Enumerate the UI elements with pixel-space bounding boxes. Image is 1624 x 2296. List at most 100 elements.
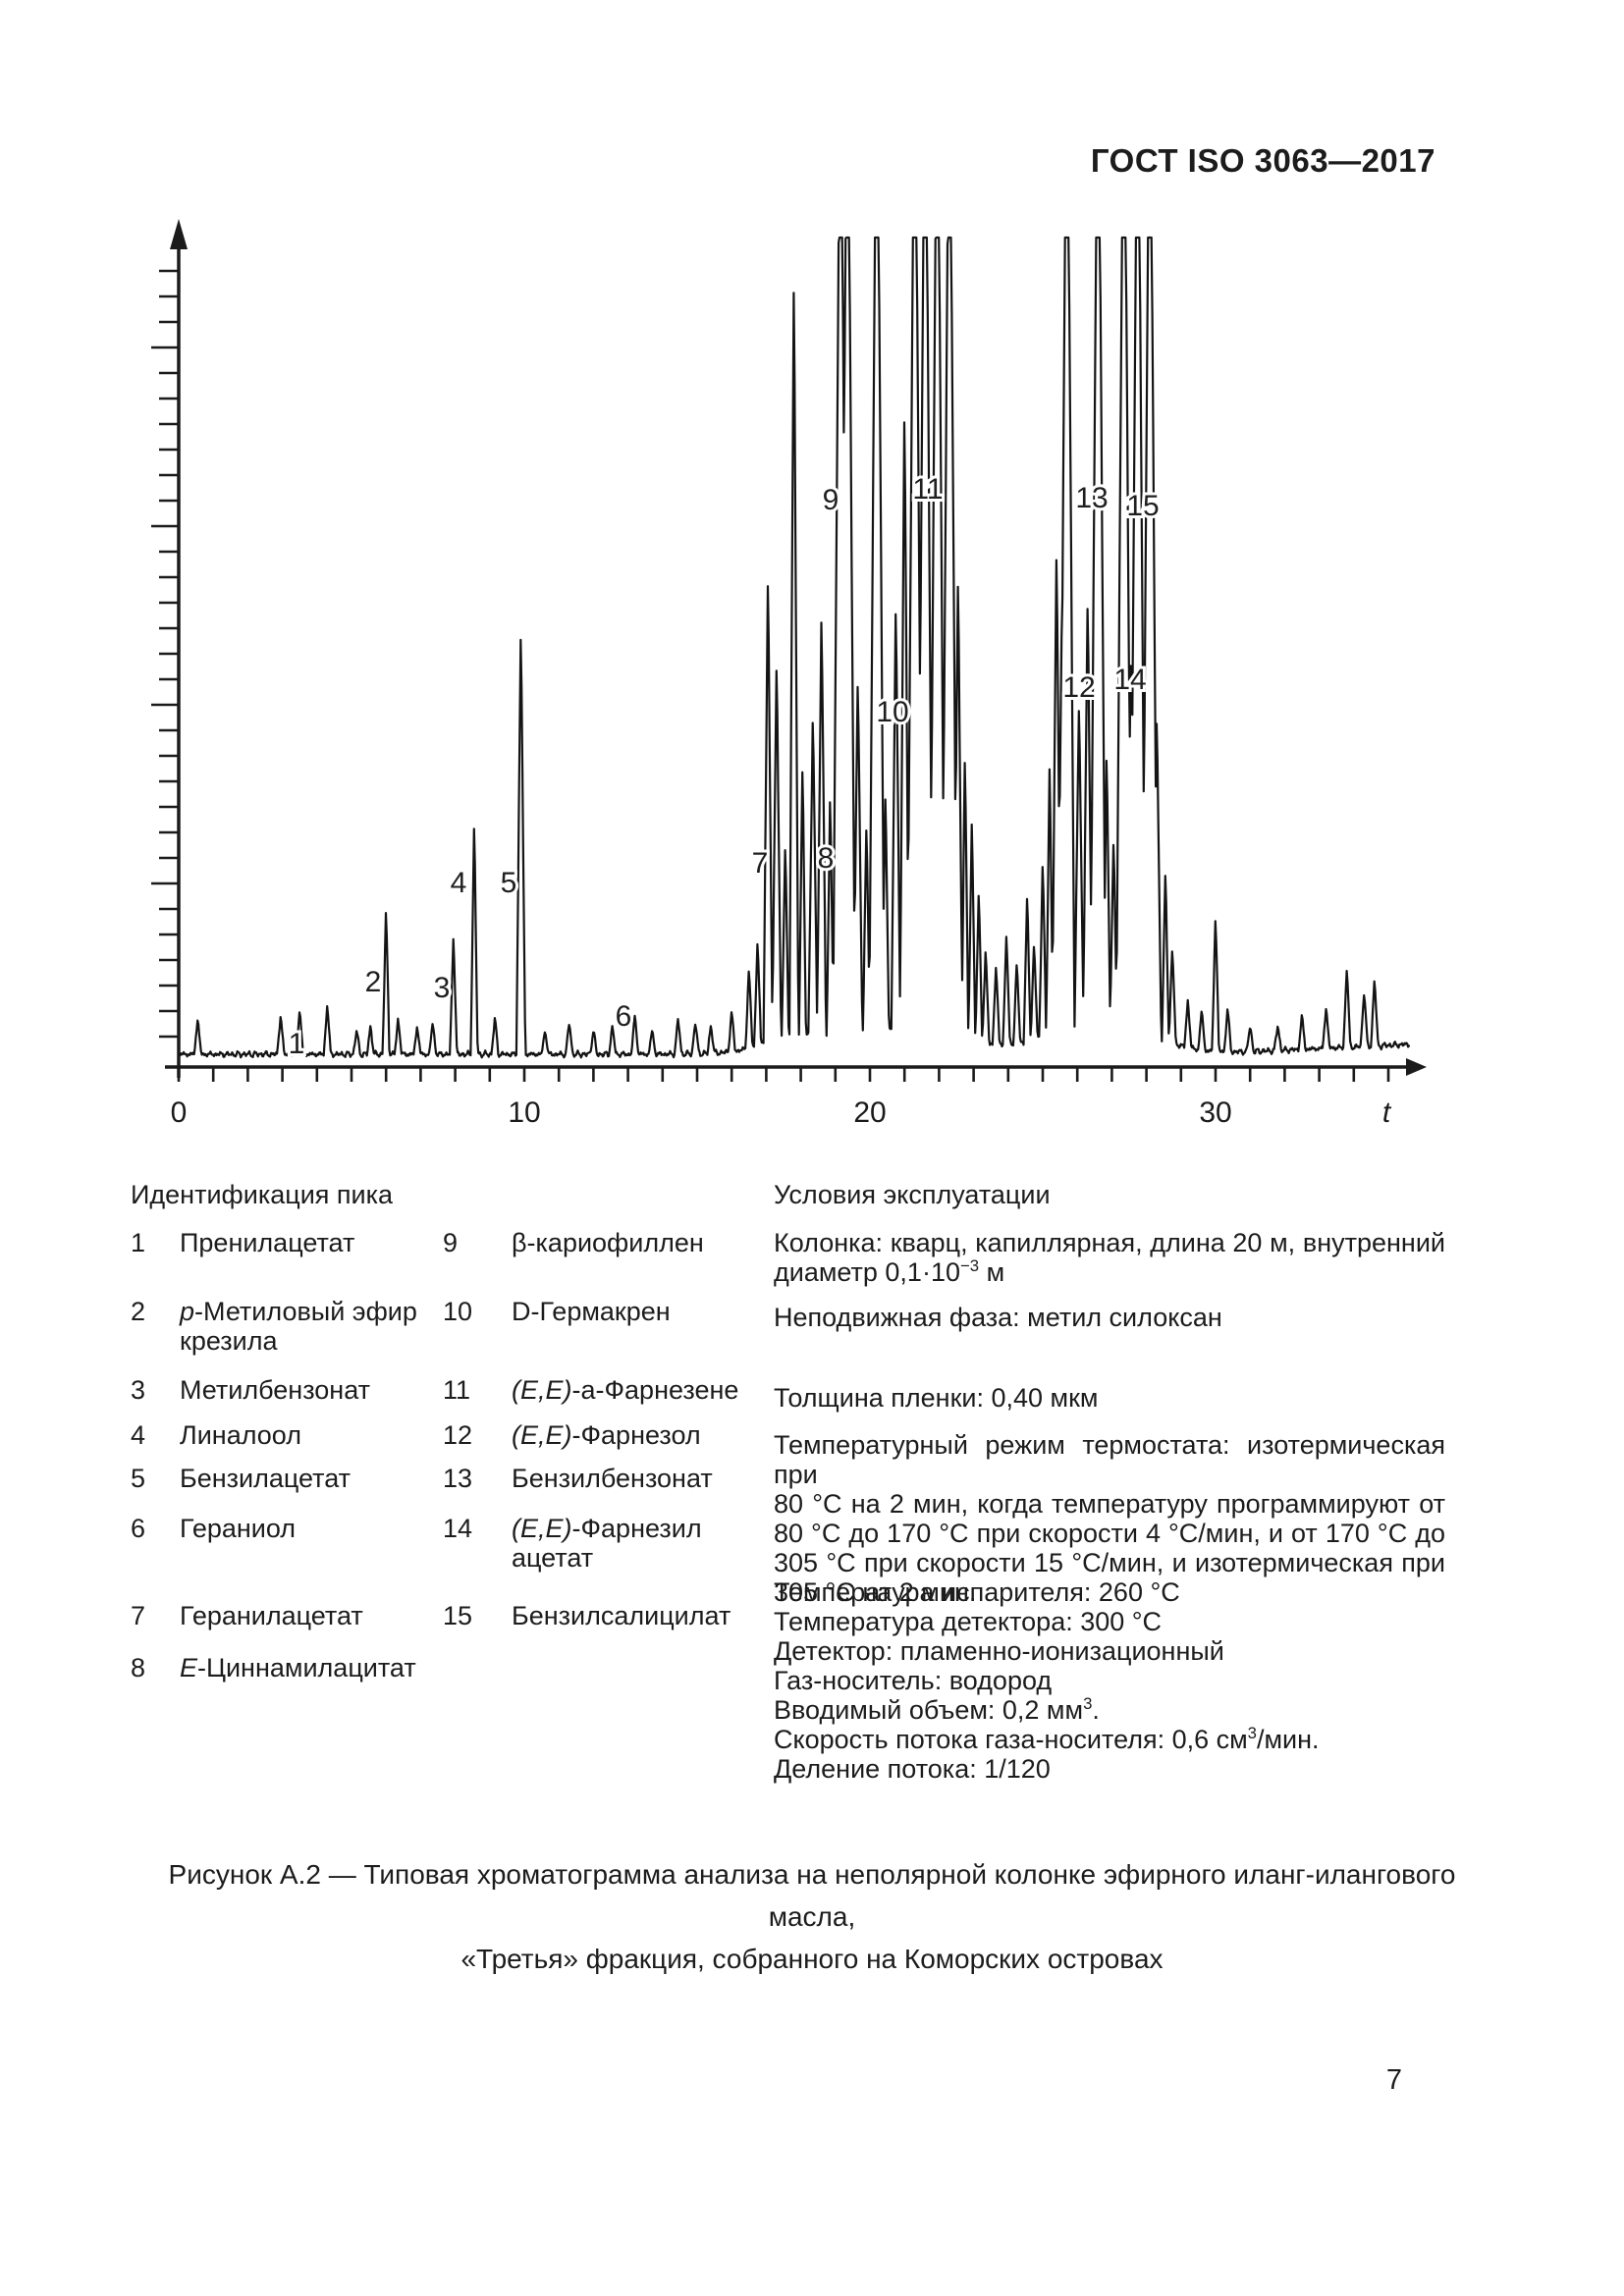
- x-axis-arrow: [1406, 1058, 1427, 1076]
- name-part: Бензилацетат: [180, 1464, 352, 1493]
- x-tick-label: 20: [853, 1096, 886, 1129]
- name-part: Бензилсалицилат: [512, 1601, 731, 1630]
- condition-text: Газ-носитель: водород: [774, 1666, 1053, 1695]
- peak-number: 3: [131, 1375, 146, 1405]
- figure-caption-line1: Рисунок А.2 — Типовая хроматограмма анал…: [168, 1859, 1456, 1932]
- condition-text: м: [979, 1257, 1005, 1287]
- name-part: Геранилацетат: [180, 1601, 363, 1630]
- name-part: Метилбензонат: [180, 1375, 370, 1405]
- peak-label: 15: [1126, 490, 1159, 522]
- condition-text: Вводимый объем: 0,2 мм: [774, 1695, 1084, 1725]
- condition-text: Скорость потока газа-носителя: 0,6 см: [774, 1725, 1248, 1754]
- identification-row: 7 Геранилацетат 15 Бензилсалицилат: [131, 1601, 774, 1630]
- peak-name: Пренилацетат: [180, 1228, 443, 1257]
- identification-row: 4 Линалоол 12 (E,E)-Фарнезол: [131, 1420, 774, 1450]
- name-part: β-кариофиллен: [512, 1228, 704, 1257]
- peak-name: [512, 1653, 769, 1682]
- name-part: Гераниол: [180, 1514, 297, 1543]
- peak-number: 9: [443, 1228, 459, 1257]
- name-part: Бензилбензонат: [512, 1464, 713, 1493]
- peak-number: 1: [131, 1228, 146, 1257]
- y-axis-arrow: [170, 219, 188, 249]
- condition-line: Толщина пленки: 0,40 мкм: [774, 1383, 1445, 1413]
- identification-row: 1 Пренилацетат 9 β-кариофиллен: [131, 1228, 774, 1257]
- condition-paragraph: Колонка: кварц, капиллярная, длина 20 м,…: [774, 1228, 1445, 1287]
- italic-name-part: (E,E): [512, 1514, 572, 1543]
- peak-number: 5: [131, 1464, 146, 1493]
- condition-line: Температура детектора: 300 °С: [774, 1607, 1445, 1636]
- x-tick-label: 10: [508, 1096, 540, 1129]
- peak-name: Бензилбензонат: [512, 1464, 769, 1493]
- peak-name: Метилбензонат: [180, 1375, 443, 1405]
- peak-label: 12: [1062, 671, 1095, 704]
- condition-text: 80 °С до 170 °С при скорости 4 °С/мин, и…: [774, 1519, 1445, 1548]
- condition-text: 305 °С на 2 мин.: [774, 1577, 977, 1607]
- condition-line: Скорость потока газа-носителя: 0,6 см3/м…: [774, 1725, 1445, 1754]
- identification-row: 6 Гераниол 14 (E,E)-Фарнезил ацетат: [131, 1514, 774, 1573]
- italic-name-part: p: [180, 1297, 195, 1326]
- peak-label: 14: [1113, 664, 1146, 696]
- condition-line: Детектор: пламенно-ионизационный: [774, 1636, 1445, 1666]
- peak-name: Бензилсалицилат: [512, 1601, 769, 1630]
- condition-text: Температура испарителя: 260 °С: [774, 1577, 1180, 1607]
- peak-name: (E,E)-Фарнезил ацетат: [512, 1514, 769, 1573]
- condition-text: Толщина пленки: 0,40 мкм: [774, 1383, 1099, 1413]
- peak-label: 11: [912, 473, 943, 506]
- italic-name-part: E: [180, 1653, 198, 1682]
- peak-name: (E,E)-а-Фарнезене: [512, 1375, 769, 1405]
- italic-name-part: (E,E): [512, 1375, 572, 1405]
- peak-name: E-Циннамилацитат: [180, 1653, 443, 1682]
- condition-line: 80 °С на 2 мин, когда температуру програ…: [774, 1489, 1445, 1519]
- peak-label: 10: [876, 696, 908, 728]
- peak-name: Линалоол: [180, 1420, 443, 1450]
- peak-number: 14: [443, 1514, 473, 1543]
- peak-label: 9: [823, 484, 839, 516]
- peak-number: 10: [443, 1297, 473, 1326]
- name-part: -Фарнезил ацетат: [512, 1514, 702, 1573]
- condition-line: Температура испарителя: 260 °С: [774, 1577, 1445, 1607]
- condition-text: Температурный режим термостата: изотерми…: [774, 1430, 1445, 1489]
- page-number: 7: [1385, 2064, 1403, 2096]
- condition-line: Колонка: кварц, капиллярная, длина 20 м,…: [774, 1228, 1445, 1257]
- condition-line: Вводимый объем: 0,2 мм3.: [774, 1695, 1445, 1725]
- condition-paragraph: Неподвижная фаза: метил силоксан: [774, 1303, 1445, 1332]
- name-part: -Метиловый эфир крезила: [180, 1297, 417, 1356]
- condition-line: 305 °С при скорости 15 °С/мин, и изотерм…: [774, 1548, 1445, 1577]
- identification-row: 2 p-Метиловый эфир крезила 10 D-Гермакрен: [131, 1297, 774, 1356]
- peak-number: 6: [131, 1514, 146, 1543]
- condition-line: диаметр 0,1·10−3 м: [774, 1257, 1445, 1287]
- name-part: -Фарнезол: [571, 1420, 701, 1450]
- peak-number: 15: [443, 1601, 473, 1630]
- peak-number: 13: [443, 1464, 473, 1493]
- axis-ticks: [151, 269, 1390, 1082]
- condition-line: Газ-носитель: водород: [774, 1666, 1445, 1695]
- x-tick-label: 0: [171, 1096, 188, 1129]
- condition-text: диаметр 0,1·10: [774, 1257, 960, 1287]
- condition-text: Деление потока: 1/120: [774, 1754, 1051, 1784]
- name-part: -Циннамилацитат: [197, 1653, 416, 1682]
- peak-number: 4: [131, 1420, 146, 1450]
- peak-number: 2: [131, 1297, 146, 1326]
- peak-label: 13: [1075, 482, 1108, 514]
- conditions-heading: Условия эксплуатации: [774, 1180, 1051, 1209]
- peak-label: 5: [501, 867, 517, 899]
- chromatogram-trace: [178, 236, 1411, 1059]
- condition-line: Деление потока: 1/120: [774, 1754, 1445, 1784]
- condition-line: 80 °С до 170 °С при скорости 4 °С/мин, и…: [774, 1519, 1445, 1548]
- identification-row: 3 Метилбензонат 11 (E,E)-а-Фарнезене: [131, 1375, 774, 1405]
- identification-row: 5 Бензилацетат 13 Бензилбензонат: [131, 1464, 774, 1493]
- peak-name: Бензилацетат: [180, 1464, 443, 1493]
- x-tick-label: 30: [1199, 1096, 1231, 1129]
- condition-text: Неподвижная фаза: метил силоксан: [774, 1303, 1222, 1332]
- condition-text: Температура детектора: 300 °С: [774, 1607, 1163, 1636]
- peak-number: 8: [131, 1653, 146, 1682]
- axes: [165, 219, 1427, 1078]
- condition-line: 305 °С на 2 мин.: [774, 1577, 1445, 1607]
- peak-name: D-Гермакрен: [512, 1297, 769, 1356]
- peak-label: 4: [451, 867, 467, 899]
- condition-text: Колонка: кварц, капиллярная, длина 20 м,…: [774, 1228, 1445, 1257]
- name-part: D-Гермакрен: [512, 1297, 671, 1326]
